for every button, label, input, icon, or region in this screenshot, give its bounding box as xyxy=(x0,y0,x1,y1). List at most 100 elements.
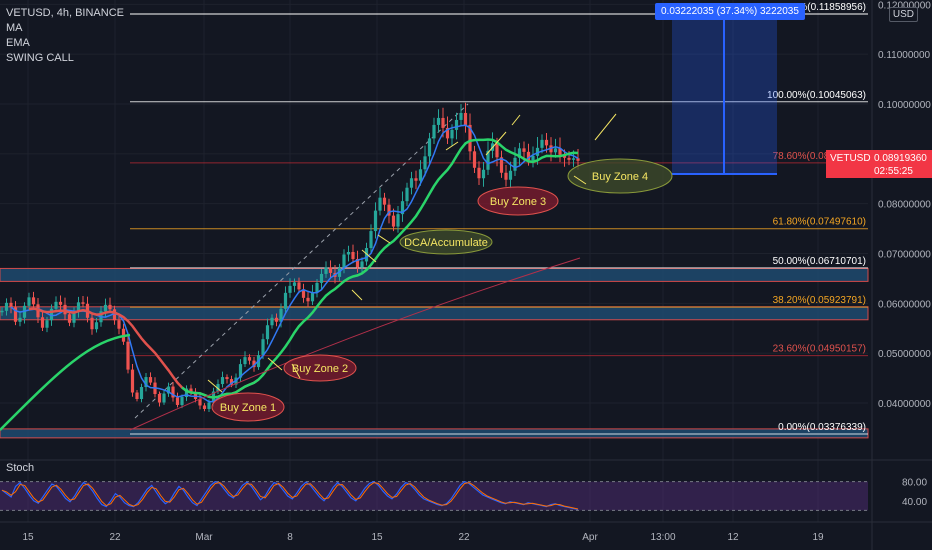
candle-body xyxy=(427,138,432,157)
stoch-label[interactable]: Stoch xyxy=(6,462,35,474)
candle-body xyxy=(522,148,526,152)
candle-body xyxy=(198,398,202,406)
candle-body xyxy=(4,302,9,311)
price-tag-symbol: VETUSD xyxy=(830,153,871,164)
candle-body xyxy=(513,157,517,171)
candle-body xyxy=(40,317,45,328)
price-tick-label: 0.07000000 xyxy=(878,249,931,260)
candle-body xyxy=(391,215,396,227)
candle-body xyxy=(567,157,571,160)
candle-body xyxy=(58,301,63,305)
candle-body xyxy=(76,302,81,312)
candle-body xyxy=(139,387,144,399)
candle-body xyxy=(243,357,247,365)
fib-level-label: 100.00%(0.10045063) xyxy=(767,90,866,101)
candle-body xyxy=(463,112,468,125)
price-tick-label: 0.05000000 xyxy=(878,349,931,360)
candle-body xyxy=(27,297,31,306)
price-tick-label: 0.10000000 xyxy=(878,100,931,111)
candle-body xyxy=(486,150,490,170)
candle-body xyxy=(270,317,274,326)
fib-top-label: %(0.11858956) xyxy=(798,2,866,13)
candle-body xyxy=(441,117,445,128)
price-tick-label: 0.08000000 xyxy=(878,200,931,211)
candle-body xyxy=(252,360,256,368)
candle-body xyxy=(355,258,360,268)
candle-body xyxy=(324,267,328,274)
annotation-arrow xyxy=(207,379,223,393)
candle-body xyxy=(454,119,459,130)
candle-body xyxy=(499,157,504,173)
candle-body xyxy=(369,231,373,249)
price-tick-label: 0.12000000 xyxy=(878,0,931,11)
currency-badge[interactable]: USD xyxy=(888,7,918,22)
annotation-arrow xyxy=(573,175,587,185)
candle-body xyxy=(216,384,220,392)
candle-body xyxy=(319,273,324,283)
candle-body xyxy=(306,297,310,302)
candle-body xyxy=(67,314,72,323)
candle-body xyxy=(13,307,18,322)
candle-body xyxy=(175,397,180,405)
candle-body xyxy=(553,148,558,153)
time-tick-label: 22 xyxy=(109,532,121,543)
indicator-swing-call[interactable]: SWING CALL xyxy=(6,52,74,64)
candle-body xyxy=(220,377,225,385)
candle-body xyxy=(283,292,288,309)
annotation-arrow xyxy=(445,141,459,151)
candle-body xyxy=(495,143,499,158)
candle-body xyxy=(108,304,112,310)
annotation-label: Buy Zone 1 xyxy=(220,402,276,414)
support-zone xyxy=(0,428,869,439)
ma-long-line xyxy=(129,257,581,431)
fib-level-label: 0.00%(0.03376339) xyxy=(778,422,866,433)
annotation-ellipse xyxy=(477,186,559,216)
symbol-title[interactable]: VETUSD, 4h, BINANCE xyxy=(6,7,124,19)
candle-body xyxy=(81,302,85,304)
price-axis[interactable]: 0.120000000.110000000.100000000.09000000… xyxy=(871,0,931,550)
annotation-label: Buy Zone 4 xyxy=(592,171,648,183)
candle-body xyxy=(247,357,252,361)
annotation-arrow xyxy=(291,363,301,379)
candle-body xyxy=(171,386,175,398)
fib-level-label: 50.00%(0.06710701) xyxy=(773,256,866,267)
stoch-level-label: 40.00 xyxy=(902,497,927,508)
price-tick-label: 0.04000000 xyxy=(878,399,931,410)
candle-body xyxy=(130,369,135,393)
candle-body xyxy=(445,127,450,139)
candle-body xyxy=(423,156,427,170)
candle-body xyxy=(103,304,108,312)
ema-green-start xyxy=(0,333,131,431)
candle-body xyxy=(468,124,472,152)
candle-body xyxy=(436,117,441,125)
time-tick-label: Mar xyxy=(195,532,213,543)
candle-body xyxy=(301,289,306,298)
candle-body xyxy=(504,172,508,180)
candle-body xyxy=(265,325,270,340)
stoch-level-label: 80.00 xyxy=(902,478,927,489)
ma-blue-line xyxy=(10,124,579,403)
candle-body xyxy=(481,169,486,179)
candle-body xyxy=(526,151,531,161)
time-axis[interactable]: 15 22 Mar 8 15 22 Apr 13:00 12 19 xyxy=(0,521,932,543)
annotation-arrow xyxy=(267,357,283,371)
time-tick-label: 8 xyxy=(287,532,293,543)
fib-level-label: 23.60%(0.04950157) xyxy=(773,344,866,355)
annotation-label: DCA/Accumulate xyxy=(404,237,488,249)
stoch-panel: 80.00 40.00 xyxy=(0,459,932,511)
candle-body xyxy=(94,322,99,330)
fib-level-label: 61.80%(0.07497610) xyxy=(773,217,866,228)
candle-body xyxy=(576,158,580,161)
fib-retracement: 100.00%(0.10045063) 78.60%(0.08817958) 61.… xyxy=(130,2,868,435)
indicator-ma[interactable]: MA xyxy=(6,22,23,34)
indicator-ema[interactable]: EMA xyxy=(6,37,30,49)
annotation-arrow xyxy=(351,289,363,301)
price-tag-countdown: 02:55:25 xyxy=(874,166,913,177)
candle-body xyxy=(45,320,49,328)
measure-label: 0.03222035 (37.34%) 3222035 xyxy=(655,3,805,20)
annotation-label: Buy Zone 3 xyxy=(490,196,546,208)
annotation-ellipse xyxy=(567,158,673,194)
candle-body xyxy=(72,311,76,323)
candle-body xyxy=(274,317,279,322)
